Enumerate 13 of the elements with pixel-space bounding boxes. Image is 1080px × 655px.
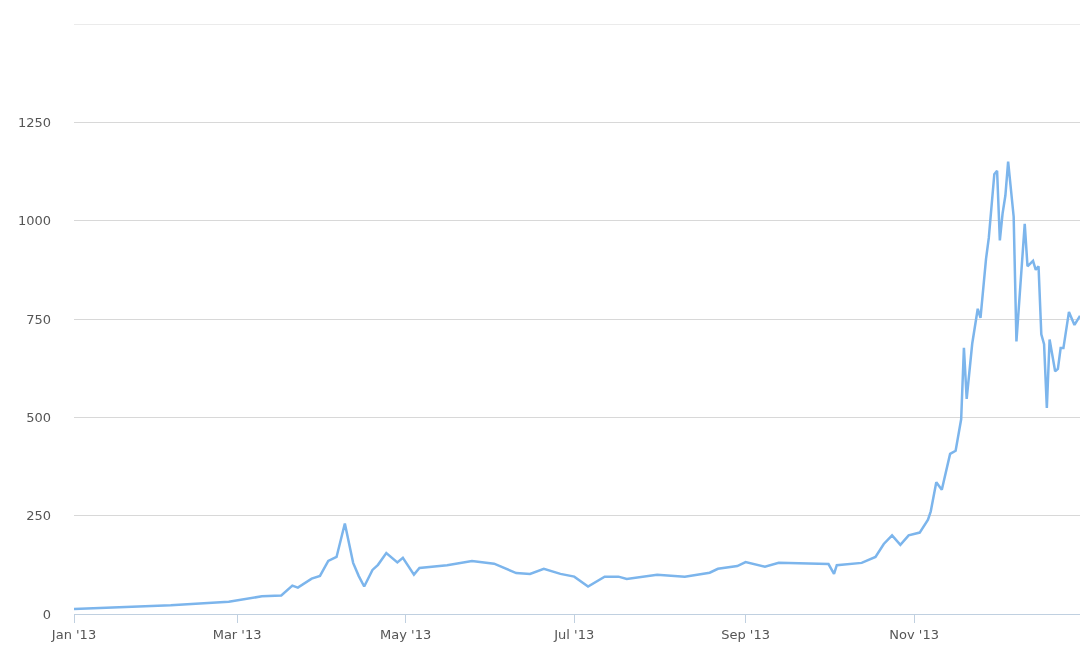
line-series (74, 160, 1080, 611)
x-tick-label: Sep '13 (721, 626, 770, 642)
x-tick-label: Nov '13 (889, 626, 939, 642)
y-tick-label: 500 (26, 409, 51, 425)
y-tick-label: 250 (26, 508, 51, 524)
y-tick-label: 750 (26, 311, 51, 327)
y-tick-label: 1000 (17, 213, 51, 229)
x-tick-label: Jan '13 (50, 626, 97, 642)
y-tick-label: 0 (42, 606, 51, 622)
x-tick-label: Jul '13 (553, 626, 595, 642)
x-tick-label: May '13 (380, 626, 432, 642)
x-tick-label: Mar '13 (212, 626, 262, 642)
y-tick-label: 1250 (17, 114, 51, 130)
